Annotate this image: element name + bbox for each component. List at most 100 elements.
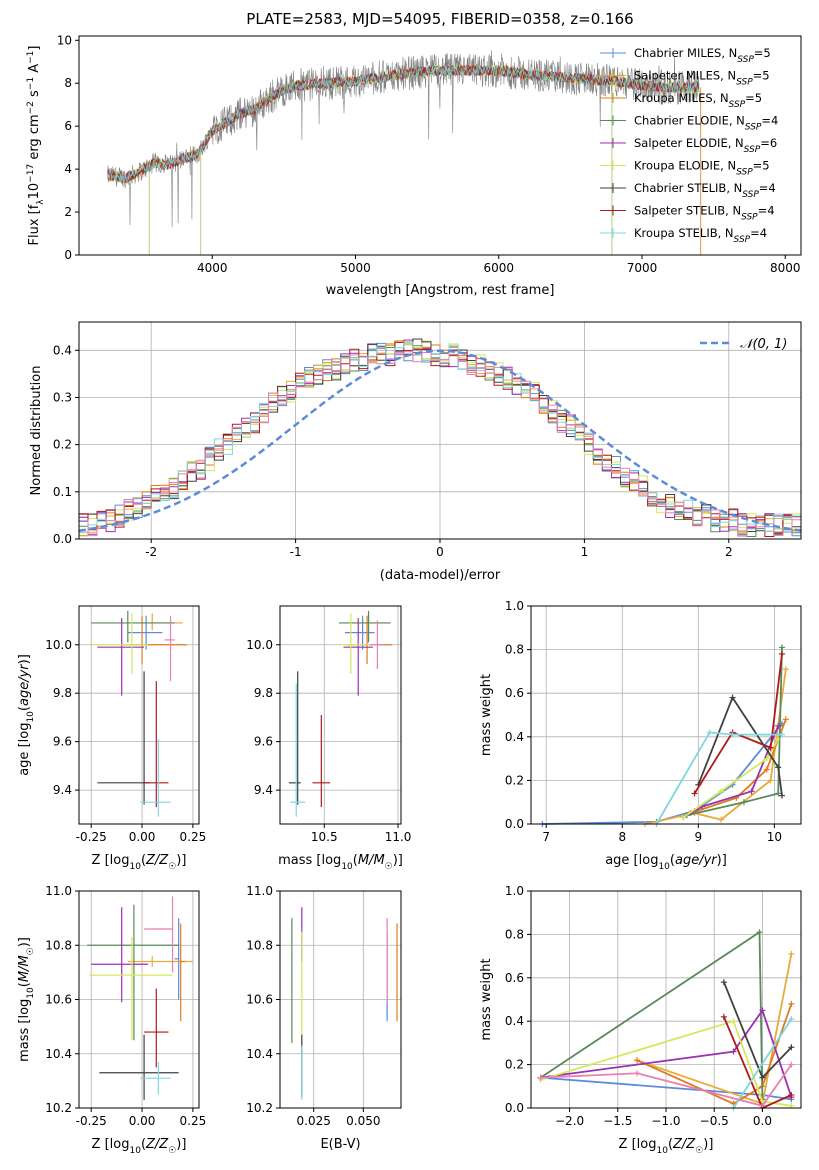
x-tick-label: -1 [290, 545, 302, 559]
label-part: Salpeter MILES, N [634, 69, 736, 83]
plot-area [537, 929, 795, 1111]
x-axis-label: mass [log10(M/M☉)] [278, 853, 403, 872]
label-part: Kroupa ELODIE, N [634, 159, 736, 173]
y-tick-label: 8 [64, 76, 72, 90]
weight-line [540, 1020, 792, 1107]
errorbar-point [140, 1061, 171, 1095]
errorbar-point [127, 615, 163, 650]
errorbar-point [174, 918, 180, 1000]
plot-area [87, 896, 193, 1100]
errorbar-point [339, 610, 391, 643]
weight-series [653, 729, 785, 827]
errorbar-point [343, 618, 373, 696]
x-tick-label: 8 [618, 830, 626, 844]
legend-label: Kroupa STELIB, NSSP=4 [634, 226, 767, 245]
y-tick-label: 10.6 [246, 993, 273, 1007]
weight-line [693, 653, 783, 794]
label-part: 10 [26, 711, 36, 723]
axes-frame [78, 605, 200, 825]
y-tick-label: 0.8 [505, 927, 524, 941]
plot-area [107, 50, 702, 255]
legend-label: Salpeter ELODIE, NSSP=6 [634, 136, 777, 155]
label-part: Z [log [92, 853, 130, 868]
label-part: Chabrier MILES, N [634, 46, 737, 60]
grid [531, 605, 801, 825]
axes-mass_weight_vs_age: 7 8 9 10 0.0 0.2 0.4 0.6 0.8 1.0 [505, 599, 802, 844]
x-tick-label: -0.25 [76, 1114, 107, 1128]
label-part: =5 [754, 46, 771, 60]
label-part: =4 [761, 114, 778, 128]
label-part: Chabrier STELIB, N [634, 181, 742, 195]
label-part: Kroupa STELIB, N [634, 226, 734, 240]
label-part: −1 [26, 51, 36, 64]
x-tick-label: 11.0 [385, 830, 412, 844]
x-axis-label: wavelength [Angstrom, rest frame] [326, 283, 555, 298]
axes-mass_weight_vs_Z: −2.0 −1.5 −1.0 −0.5 0.0 0.0 0.2 0.4 0.6 0.8 1.0 [505, 884, 802, 1128]
histogram-step [79, 341, 801, 536]
label-part: Z/Z [672, 1137, 696, 1152]
label-part: age [log [605, 853, 658, 868]
weight-series [683, 644, 785, 819]
axes-age_vs_Z: -0.25 0.00 0.25 9.4 9.6 9.8 10.0 [45, 605, 207, 844]
x-tick-label: −2.0 [555, 1114, 584, 1128]
histogram-step [79, 351, 801, 537]
label-part: =5 [753, 69, 770, 83]
y-tick-label: 0.2 [505, 773, 524, 787]
y-tick-label: 10.2 [45, 1101, 72, 1115]
y-tick-label: 0.1 [53, 485, 72, 499]
errorbar-point [91, 610, 175, 643]
label-part: )] [703, 1137, 713, 1152]
y-tick-label: 10.6 [45, 993, 72, 1007]
errorbar-point [288, 671, 301, 805]
errorbar-point [312, 715, 331, 808]
y-tick-label: 1.0 [505, 599, 524, 613]
y-tick-label: 9.6 [53, 735, 72, 749]
y-tick-label: 10.0 [45, 638, 72, 652]
y-tick-label: 4 [64, 162, 72, 176]
errorbar-point [140, 739, 171, 817]
y-tick-label: 0.0 [505, 817, 524, 831]
y-tick-label: 0.6 [505, 686, 524, 700]
label-part: 10 [656, 1146, 668, 1156]
label-part: =4 [758, 204, 775, 218]
y-tick-label: 10.8 [246, 938, 273, 952]
label-part: )] [717, 853, 727, 868]
y-tick-label: 10.4 [45, 1047, 72, 1061]
x-axis-label: (data-model)/error [380, 568, 501, 583]
label-part: SSP [729, 100, 746, 110]
axes-mass_vs_Z: -0.25 0.00 0.25 10.2 10.4 10.6 10.8 11.0 [45, 884, 206, 1128]
label-part: −1 [26, 77, 36, 90]
chart-title: PLATE=2583, MJD=54095, FIBERID=0358, z=0… [246, 10, 633, 28]
label-part: Z [log [619, 1137, 657, 1152]
label-part: ( [17, 706, 32, 711]
x-tick-label: 8000 [770, 261, 801, 275]
weight-line [732, 1018, 793, 1109]
label-part: )] [17, 654, 32, 664]
legend-label: Salpeter STELIB, NSSP=4 [634, 204, 775, 223]
grid [280, 890, 401, 1109]
x-tick-label: 7000 [627, 261, 658, 275]
y-tick-label: 11.0 [45, 884, 72, 898]
y-tick-label: 10.8 [45, 938, 72, 952]
y-tick-label: 0.8 [505, 643, 524, 657]
x-tick-label: 10.5 [311, 830, 338, 844]
weight-line [697, 695, 783, 796]
label-part: M/M [358, 853, 385, 868]
x-tick-label: 0.25 [180, 830, 207, 844]
x-tick-label: 9 [695, 830, 703, 844]
label-part: SSP [742, 190, 759, 200]
weight-line [682, 738, 779, 819]
label-part: −17 [26, 164, 36, 183]
axes-age_vs_mass: 10.5 11.0 9.4 9.6 9.8 10.0 [246, 605, 412, 844]
x-tick-label: 4000 [197, 261, 228, 275]
weight-line [690, 719, 787, 814]
label-part: ( [141, 1137, 146, 1152]
x-tick-label: 0.00 [129, 1114, 156, 1128]
y-tick-label: 0.4 [53, 343, 72, 357]
y-axis-label: age [log10(age/yr)] [17, 654, 36, 776]
label-part: SSP [734, 235, 751, 245]
label-part: M/M [17, 955, 32, 982]
legend-label: 𝒩(0, 1) [740, 337, 787, 352]
label-part: Salpeter STELIB, N [634, 204, 741, 218]
